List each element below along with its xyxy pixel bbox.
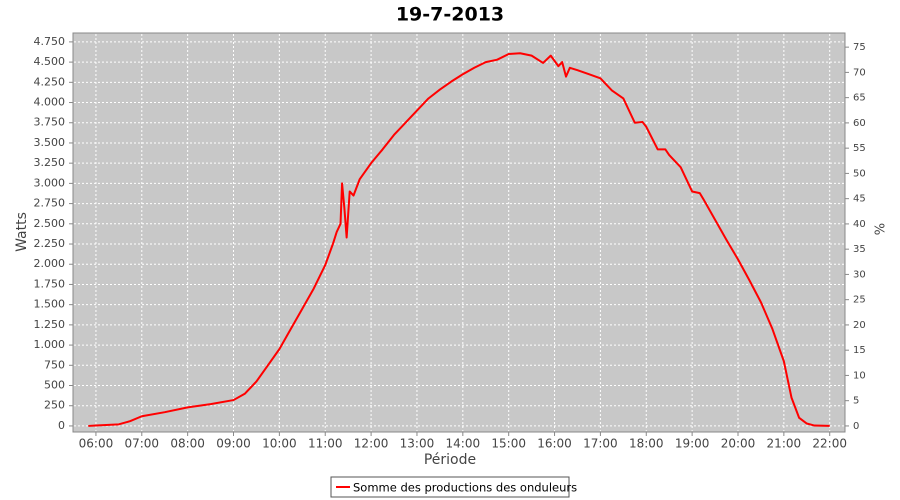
y-tick-label: 3.750 [34, 116, 66, 129]
y-tick-label: 4.250 [34, 75, 66, 88]
x-axis-label: Période [424, 452, 476, 468]
series-line [88, 52, 830, 427]
y-tick-label: 4.500 [34, 55, 66, 68]
y2-tick-label: 60 [853, 118, 866, 129]
y2-tick-label: 35 [853, 244, 866, 255]
y2-tick-label: 70 [853, 67, 866, 78]
x-tick-label: 18:00 [629, 437, 664, 451]
y2-tick-label: 65 [853, 93, 866, 104]
y-tick-label: 1.750 [34, 277, 66, 290]
y-tick-label: 1.250 [34, 318, 66, 331]
y2-tick-label: 0 [853, 421, 859, 432]
y2-tick-label: 30 [853, 269, 866, 280]
y-tick-label: 3.500 [34, 136, 66, 149]
x-tick-label: 19:00 [675, 437, 710, 451]
y2-tick-label: 10 [853, 370, 866, 381]
x-tick-label: 20:00 [721, 437, 756, 451]
x-tick-label: 15:00 [491, 437, 526, 451]
x-tick-label: 14:00 [446, 437, 481, 451]
y-tick-label: 2.000 [34, 257, 66, 270]
y2-tick-label: 45 [853, 194, 866, 205]
x-tick-label: 10:00 [262, 437, 297, 451]
chart-title: 19-7-2013 [396, 4, 504, 26]
x-tick-label: 08:00 [170, 437, 205, 451]
y2-tick-label: 15 [853, 345, 866, 356]
y2-tick-label: 25 [853, 295, 866, 306]
y-axis-label: Watts [14, 212, 30, 252]
x-tick-label: 12:00 [354, 437, 389, 451]
y-tick-label: 500 [44, 379, 65, 392]
x-tick-label: 17:00 [583, 437, 618, 451]
y-tick-label: 750 [44, 358, 65, 371]
legend [330, 476, 570, 498]
y-tick-label: 3.250 [34, 156, 66, 169]
x-tick-label: 09:00 [216, 437, 251, 451]
legend-label: Somme des productions des onduleurs [353, 481, 577, 495]
y-tick-label: 2.500 [34, 217, 66, 230]
y-tick-label: 3.000 [34, 176, 66, 189]
y2-tick-label: 40 [853, 219, 866, 230]
y-tick-label: 4.000 [34, 96, 66, 109]
y-tick-label: 4.750 [34, 35, 66, 48]
y-tick-label: 2.250 [34, 237, 66, 250]
y2-tick-label: 5 [853, 396, 859, 407]
y2-tick-label: 50 [853, 168, 866, 179]
x-tick-label: 22:00 [812, 437, 847, 451]
x-tick-label: 06:00 [79, 437, 114, 451]
y2-axis-label: % [874, 223, 889, 235]
y-tick-label: 250 [44, 399, 65, 412]
y-tick-label: 0 [58, 419, 65, 432]
x-tick-label: 21:00 [767, 437, 802, 451]
y2-tick-label: 20 [853, 320, 866, 331]
y-tick-label: 1.500 [34, 298, 66, 311]
x-tick-label: 07:00 [124, 437, 159, 451]
y2-tick-label: 55 [853, 143, 866, 154]
y-tick-label: 2.750 [34, 197, 66, 210]
x-tick-label: 16:00 [537, 437, 572, 451]
x-tick-label: 11:00 [308, 437, 343, 451]
y-tick-label: 1.000 [34, 338, 66, 351]
plot-area [72, 32, 846, 433]
y2-tick-label: 75 [853, 42, 866, 53]
x-tick-label: 13:00 [400, 437, 435, 451]
